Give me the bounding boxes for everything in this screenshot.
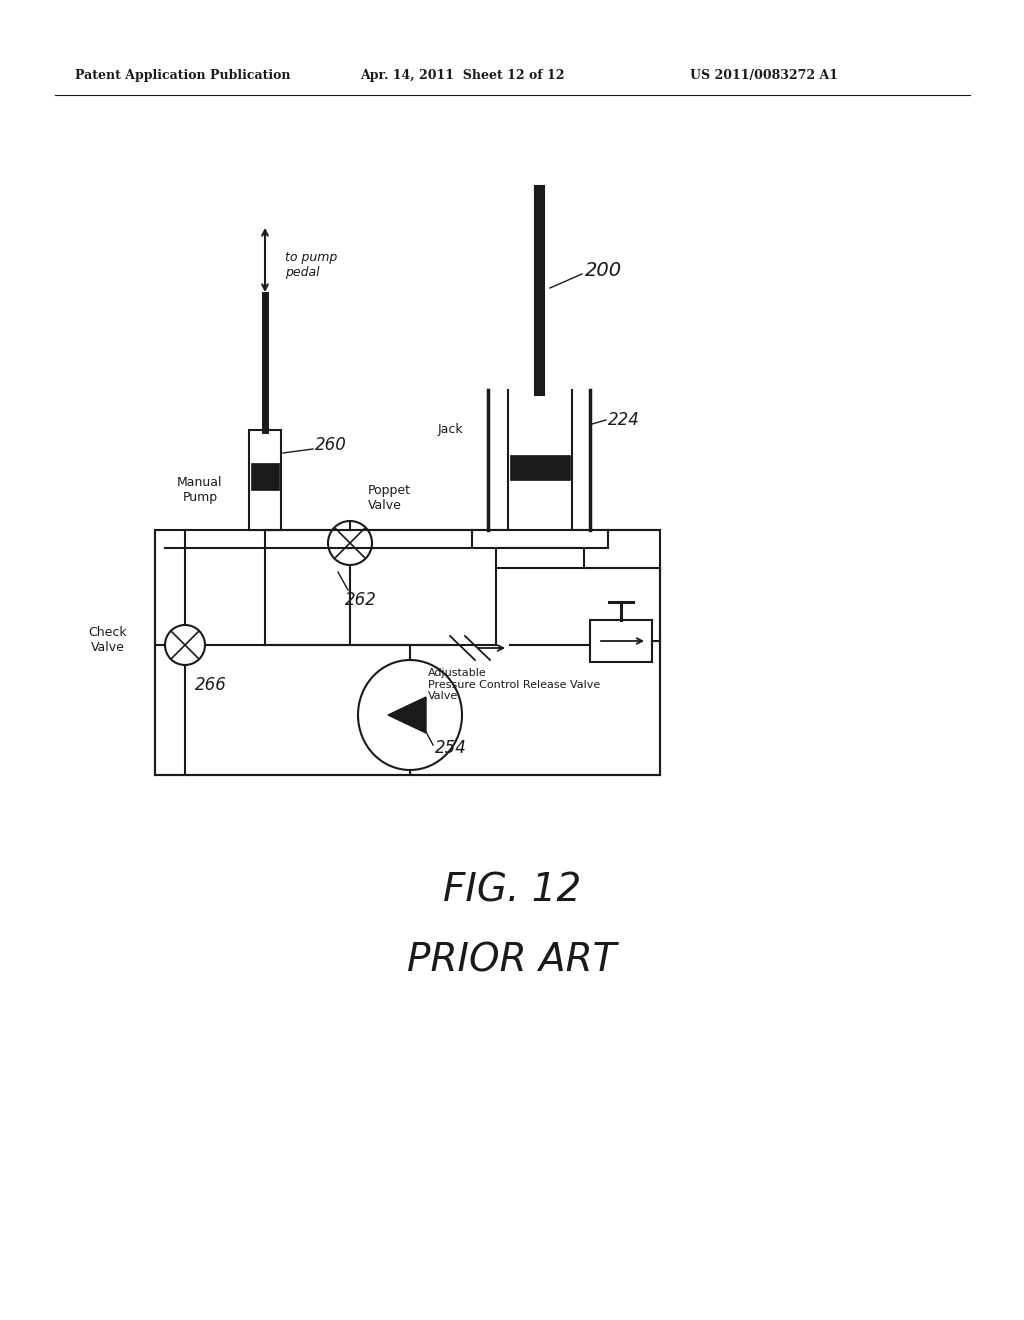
Bar	[508, 389, 572, 531]
Bar	[590, 620, 652, 663]
Bar	[249, 430, 281, 531]
Text: Check
Valve: Check Valve	[89, 626, 127, 653]
Text: Patent Application Publication: Patent Application Publication	[75, 69, 291, 82]
Text: 254: 254	[435, 739, 467, 756]
Text: US 2011/0083272 A1: US 2011/0083272 A1	[690, 69, 838, 82]
Polygon shape	[388, 697, 426, 733]
Text: 260: 260	[315, 436, 347, 454]
Text: 262: 262	[345, 591, 377, 609]
Bar	[472, 531, 608, 548]
Ellipse shape	[358, 660, 462, 770]
Text: to pump
pedal: to pump pedal	[285, 251, 337, 279]
Bar	[510, 455, 570, 480]
Bar	[155, 531, 660, 775]
Text: Jack: Jack	[437, 424, 463, 437]
Text: Adjustable
Pressure Control Release Valve
Valve: Adjustable Pressure Control Release Valv…	[428, 668, 600, 701]
Circle shape	[328, 521, 372, 565]
Text: Poppet
Valve: Poppet Valve	[368, 484, 411, 512]
Text: Manual
Pump: Manual Pump	[177, 477, 223, 504]
Text: PRIOR ART: PRIOR ART	[408, 941, 616, 979]
Text: 200: 200	[585, 260, 623, 280]
Bar	[251, 463, 279, 490]
Circle shape	[165, 624, 205, 665]
Text: FIG. 12: FIG. 12	[442, 871, 582, 909]
Text: Apr. 14, 2011  Sheet 12 of 12: Apr. 14, 2011 Sheet 12 of 12	[360, 69, 564, 82]
Text: 224: 224	[608, 411, 640, 429]
Bar	[496, 548, 584, 568]
Text: 266: 266	[195, 676, 227, 694]
